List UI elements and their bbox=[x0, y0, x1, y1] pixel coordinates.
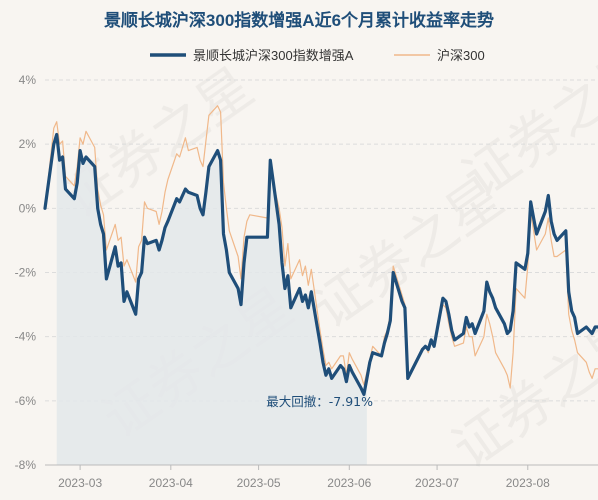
y-tick-label: -6% bbox=[15, 394, 37, 408]
max-drawdown-annotation: 最大回撤：-7.91% bbox=[266, 394, 373, 409]
y-tick-label: -2% bbox=[15, 266, 37, 280]
x-tick-label: 2023-08 bbox=[506, 476, 550, 490]
drawdown-area bbox=[56, 134, 367, 465]
x-tick-label: 2023-07 bbox=[415, 476, 459, 490]
legend-label-fund: 景顺长城沪深300指数增强A bbox=[193, 48, 354, 63]
y-tick-label: 2% bbox=[19, 137, 37, 151]
drawdown-fill bbox=[56, 134, 367, 465]
index-series-line bbox=[44, 105, 598, 389]
x-tick-label: 2023-06 bbox=[327, 476, 371, 490]
legend-label-index: 沪深300 bbox=[437, 48, 485, 63]
y-tick-label: -4% bbox=[15, 330, 37, 344]
axes: 4% 2% 0% -2% -4% -6% -8% 2023-03 2023-04 2023-05 2… bbox=[15, 73, 598, 490]
y-tick-label: 0% bbox=[19, 201, 37, 215]
x-tick-label: 2023-03 bbox=[58, 476, 102, 490]
x-tick-label: 2023-04 bbox=[149, 476, 193, 490]
series-lines bbox=[43, 105, 598, 396]
y-tick-label: 4% bbox=[19, 73, 37, 87]
legend: 景顺长城沪深300指数增强A 沪深300 bbox=[150, 48, 485, 63]
fund-series-line bbox=[43, 132, 598, 396]
y-tick-label: -8% bbox=[15, 458, 37, 472]
chart-title: 景顺长城沪深300指数增强A近6个月累计收益率走势 bbox=[104, 10, 494, 30]
x-tick-label: 2023-05 bbox=[237, 476, 281, 490]
